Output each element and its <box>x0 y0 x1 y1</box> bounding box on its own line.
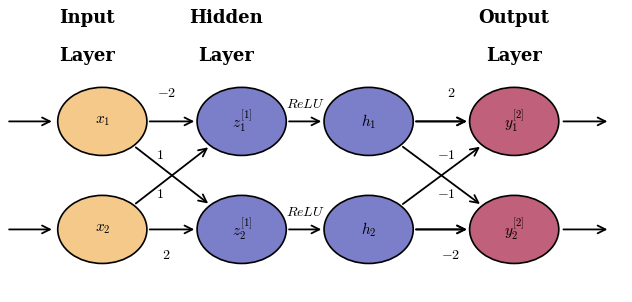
Text: $-1$: $-1$ <box>437 149 456 162</box>
Text: Output: Output <box>478 9 550 27</box>
Text: Hidden: Hidden <box>190 9 263 27</box>
Ellipse shape <box>58 195 147 263</box>
Ellipse shape <box>58 87 147 156</box>
Text: $1$: $1$ <box>156 149 164 162</box>
Text: $h_1$: $h_1$ <box>361 112 376 131</box>
Ellipse shape <box>197 195 286 263</box>
Text: $ReLU$: $ReLU$ <box>286 205 325 219</box>
Text: $y_1^{[2]}$: $y_1^{[2]}$ <box>504 109 525 134</box>
Text: Layer: Layer <box>59 47 115 66</box>
Text: $y_2^{[2]}$: $y_2^{[2]}$ <box>504 217 525 242</box>
Ellipse shape <box>324 87 413 156</box>
Text: $-1$: $-1$ <box>437 187 456 201</box>
Ellipse shape <box>197 87 286 156</box>
Text: Input: Input <box>59 9 114 27</box>
Text: $x_1$: $x_1$ <box>95 114 110 128</box>
Text: $1$: $1$ <box>156 187 164 201</box>
Ellipse shape <box>470 195 559 263</box>
Ellipse shape <box>324 195 413 263</box>
Text: $-2$: $-2$ <box>441 248 461 262</box>
Text: $h_2$: $h_2$ <box>361 220 377 239</box>
Ellipse shape <box>470 87 559 156</box>
Text: $z_1^{[1]}$: $z_1^{[1]}$ <box>232 109 252 134</box>
Text: Layer: Layer <box>198 47 254 66</box>
Text: $z_2^{[1]}$: $z_2^{[1]}$ <box>232 217 252 242</box>
Text: $x_2$: $x_2$ <box>95 223 110 236</box>
Text: $2$: $2$ <box>447 86 455 100</box>
Text: $-2$: $-2$ <box>157 86 176 100</box>
Text: $ReLU$: $ReLU$ <box>286 97 325 111</box>
Text: $2$: $2$ <box>162 248 170 262</box>
Text: Layer: Layer <box>486 47 542 66</box>
